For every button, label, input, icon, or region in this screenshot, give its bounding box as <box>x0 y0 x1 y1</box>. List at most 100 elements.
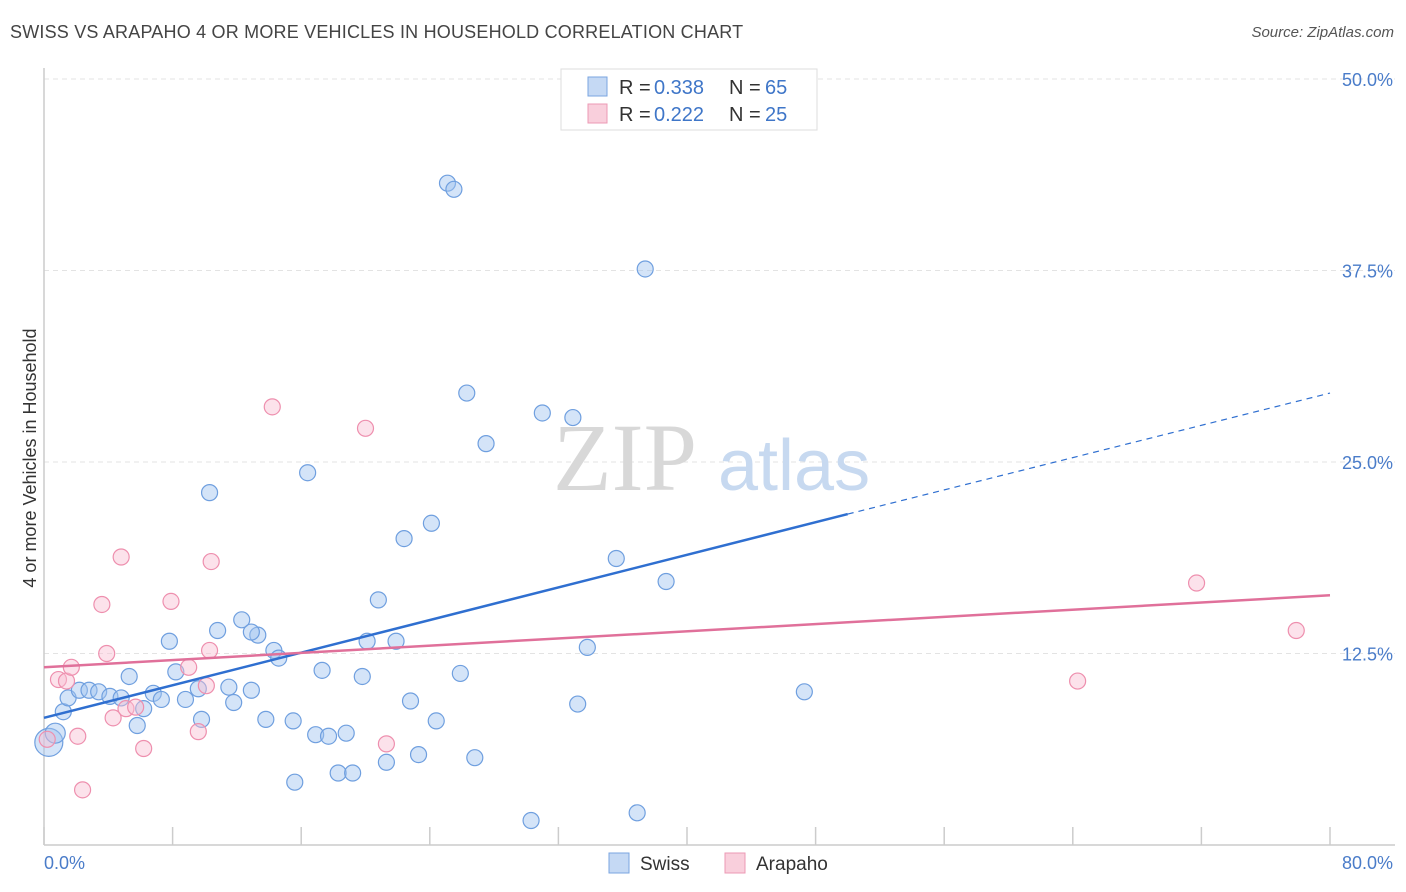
swiss-point-1 <box>44 722 66 744</box>
legend-swatch-arapaho <box>587 103 608 124</box>
swiss-point-36 <box>337 724 355 742</box>
swiss-point-58 <box>607 549 625 568</box>
swiss-point-24 <box>242 681 260 699</box>
swiss-point-6 <box>90 683 108 701</box>
swiss-point-41 <box>377 753 395 771</box>
swiss-point-34 <box>319 727 338 745</box>
swiss-point-9 <box>120 667 138 686</box>
arapaho-point-12 <box>162 592 180 611</box>
swiss-point-45 <box>409 746 428 764</box>
legend-n-label-swiss: N = <box>729 77 761 99</box>
legend-r-value-arapaho: 0.222 <box>654 104 704 126</box>
swiss-point-10 <box>128 716 146 735</box>
swiss-point-47 <box>427 712 445 730</box>
arapaho-points <box>38 398 1305 799</box>
bottom-legend-label-arapaho: Arapaho <box>756 854 828 875</box>
swiss-point-63 <box>564 408 582 427</box>
swiss-point-55 <box>533 404 551 422</box>
swiss-point-14 <box>160 632 178 650</box>
y-axis-label: 4 or more Vehicles in Household <box>20 328 40 587</box>
arapaho-point-16 <box>200 641 219 660</box>
watermark-zip: ZIP <box>553 404 697 511</box>
axes <box>43 68 1395 846</box>
y-tick-label-2: 37.5% <box>1342 262 1393 282</box>
gridlines <box>44 78 1395 654</box>
arapaho-point-7 <box>98 644 116 663</box>
top-legend: R = 0.338 N = 65 R = 0.222 N = 25 <box>560 68 818 131</box>
arapaho-point-20 <box>377 735 395 753</box>
arapaho-point-23 <box>1287 621 1305 640</box>
legend-n-value-swiss: 65 <box>765 77 787 99</box>
swiss-point-26 <box>257 710 275 728</box>
legend-swatch-swiss <box>587 76 608 97</box>
swiss-point-31 <box>299 464 317 482</box>
swiss-point-32 <box>307 726 325 744</box>
swiss-point-54 <box>522 811 540 830</box>
legend-n-label-arapaho: N = <box>729 104 761 126</box>
legend-n-value-arapaho: 25 <box>765 104 787 126</box>
x-tick-label-min: 0.0% <box>44 853 85 873</box>
arapaho-point-24 <box>127 698 145 716</box>
swiss-point-19 <box>200 484 219 502</box>
legend-r-label-swiss: R = <box>619 77 651 99</box>
legend-r-label-arapaho: R = <box>619 104 651 126</box>
arapaho-trendline <box>43 594 1331 669</box>
chart-title: SWISS VS ARAPAHO 4 OR MORE VEHICLES IN H… <box>10 22 744 42</box>
bottom-legend-swatch-swiss <box>608 852 630 874</box>
swiss-point-52 <box>466 749 484 767</box>
swiss-point-43 <box>395 529 413 548</box>
arapaho-point-15 <box>197 677 215 695</box>
x-axis-ticks <box>43 827 1331 845</box>
swiss-trendline <box>43 512 849 720</box>
swiss-point-29 <box>284 712 302 730</box>
swiss-point-49 <box>445 180 463 198</box>
swiss-point-42 <box>387 632 405 650</box>
swiss-point-38 <box>353 667 371 686</box>
arapaho-point-11 <box>135 739 153 758</box>
swiss-point-16 <box>176 690 195 709</box>
y-tick-label-3: 50.0% <box>1342 70 1393 90</box>
legend-r-value-swiss: 0.338 <box>654 77 704 99</box>
watermark: ZIP atlas <box>553 404 870 511</box>
swiss-points <box>34 174 813 830</box>
arapaho-point-14 <box>189 723 207 741</box>
swiss-point-53 <box>477 435 495 453</box>
arapaho-point-22 <box>1187 574 1206 592</box>
bottom-legend-swatch-arapaho <box>724 852 746 874</box>
bottom-legend-label-swiss: Swiss <box>640 854 690 875</box>
arapaho-point-0 <box>38 730 56 748</box>
swiss-point-13 <box>152 690 170 709</box>
arapaho-point-17 <box>202 552 220 571</box>
arapaho-point-6 <box>93 595 111 614</box>
arapaho-point-19 <box>356 419 375 437</box>
arapaho-point-4 <box>69 727 87 745</box>
watermark-atlas: atlas <box>718 426 870 506</box>
arapaho-point-8 <box>104 709 122 727</box>
swiss-point-22 <box>225 693 243 712</box>
swiss-point-56 <box>569 695 587 713</box>
swiss-point-4 <box>70 681 88 699</box>
arapaho-point-13 <box>180 658 198 676</box>
swiss-point-33 <box>313 661 331 679</box>
swiss-point-21 <box>220 678 238 696</box>
swiss-point-57 <box>578 638 596 656</box>
x-tick-label-max: 80.0% <box>1342 853 1393 873</box>
swiss-point-46 <box>422 514 441 532</box>
arapaho-point-21 <box>1069 672 1087 690</box>
swiss-point-37 <box>344 764 362 782</box>
swiss-point-15 <box>167 663 185 681</box>
swiss-point-35 <box>329 764 347 782</box>
swiss-point-51 <box>458 384 476 402</box>
swiss-point-0 <box>34 727 64 757</box>
source-label: Source: ZipAtlas.com <box>1251 24 1394 41</box>
swiss-point-59 <box>628 804 646 822</box>
swiss-point-40 <box>369 591 387 609</box>
swiss-point-61 <box>657 572 675 591</box>
swiss-point-20 <box>209 621 227 640</box>
y-axis-tick-labels: 12.5% 25.0% 37.5% 50.0% <box>1342 70 1393 665</box>
swiss-trendline-extension <box>847 392 1331 515</box>
swiss-point-62 <box>795 683 813 701</box>
bottom-legend: Swiss Arapaho <box>608 852 828 875</box>
swiss-point-23 <box>233 611 251 629</box>
swiss-point-50 <box>451 664 469 683</box>
